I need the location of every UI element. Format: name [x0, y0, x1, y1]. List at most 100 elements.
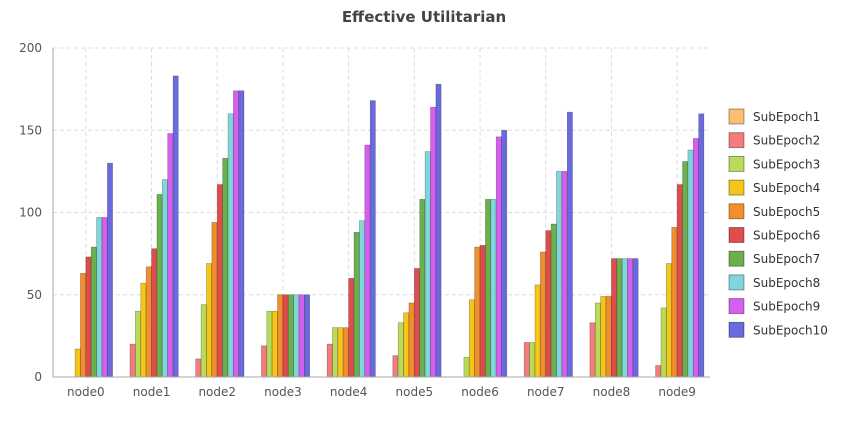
legend-swatch	[728, 298, 745, 315]
bar-subepoch7-node1	[156, 194, 163, 378]
bar-subepoch7-node0	[90, 246, 97, 378]
legend-label: SubEpoch10	[753, 323, 828, 337]
bar-subepoch3-node4	[332, 327, 338, 378]
x-tick-label: node9	[658, 385, 696, 399]
bar-subepoch5-node7	[540, 251, 546, 378]
bar-subepoch4-node4	[337, 327, 344, 378]
bar-subepoch4-node1	[140, 282, 147, 378]
legend-swatch	[728, 132, 745, 149]
bar-subepoch6-node4	[348, 277, 355, 378]
bar-subepoch8-node5	[424, 151, 431, 378]
x-tick-label: node8	[593, 385, 631, 399]
legend-swatch	[728, 179, 745, 196]
x-tick-label: node3	[264, 385, 302, 399]
y-tick-label: 150	[19, 123, 42, 137]
bar-subepoch6-node2	[216, 184, 223, 378]
legend-swatch	[728, 250, 745, 267]
bar-subepoch2-node3	[261, 345, 267, 378]
bar-subepoch5-node3	[277, 294, 284, 378]
bar-subepoch10-node8	[632, 258, 639, 378]
bar-subepoch5-node0	[80, 273, 86, 378]
bar-subepoch10-node2	[238, 90, 245, 378]
bar-subepoch5-node6	[474, 246, 481, 378]
bar-subepoch2-node5	[392, 355, 399, 378]
bar-subepoch3-node2	[200, 304, 207, 378]
bar-subepoch10-node4	[369, 100, 376, 378]
bar-subepoch4-node9	[666, 263, 672, 378]
x-tick-label: node0	[67, 385, 105, 399]
bar-subepoch9-node2	[233, 90, 239, 378]
x-tick-label: node5	[396, 385, 434, 399]
bar-subepoch10-node0	[107, 162, 113, 378]
bar-subepoch4-node5	[403, 312, 410, 378]
bar-subepoch8-node6	[490, 199, 497, 378]
bar-subepoch10-node6	[501, 129, 508, 378]
bar-subepoch9-node0	[101, 217, 108, 378]
x-tick-label: node1	[133, 385, 171, 399]
bar-subepoch4-node0	[74, 348, 81, 378]
legend-label: SubEpoch9	[753, 300, 820, 314]
bar-subepoch2-node2	[195, 358, 202, 378]
bar-subepoch4-node7	[534, 284, 541, 378]
bar-subepoch7-node2	[222, 157, 229, 378]
bar-subepoch10-node9	[698, 113, 705, 378]
bar-subepoch9-node3	[298, 294, 305, 378]
bar-subepoch8-node1	[162, 179, 168, 378]
bar-subepoch10-node5	[435, 83, 442, 378]
bar-subepoch7-node5	[419, 199, 426, 378]
bar-subepoch8-node8	[621, 258, 628, 378]
bar-subepoch3-node7	[529, 342, 536, 378]
bar-subepoch5-node8	[605, 296, 612, 378]
bar-subepoch8-node3	[293, 294, 300, 378]
y-tick-label: 50	[27, 288, 42, 302]
bar-subepoch9-node5	[430, 106, 437, 378]
x-tick-label: node4	[330, 385, 368, 399]
bar-subepoch9-node6	[495, 136, 502, 378]
legend-swatch	[728, 155, 745, 172]
bar-subepoch9-node1	[167, 133, 174, 378]
bar-subepoch2-node4	[326, 343, 333, 378]
legend-swatch	[728, 227, 745, 243]
bar-subepoch9-node4	[364, 144, 371, 378]
bar-subepoch9-node9	[693, 138, 699, 378]
legend: SubEpoch1 SubEpoch2 SubEpoch3 SubEpoch4 SubE…	[728, 108, 828, 338]
bar-subepoch10-node7	[566, 111, 573, 378]
bar-subepoch4-node8	[600, 296, 607, 378]
bar-subepoch10-node1	[172, 75, 179, 378]
bar-subepoch4-node3	[271, 310, 278, 378]
bar-subepoch8-node0	[96, 217, 103, 378]
bar-subepoch6-node7	[545, 230, 552, 378]
bar-subepoch2-node1	[129, 343, 136, 378]
bar-subepoch6-node9	[676, 184, 683, 378]
y-tick-label: 200	[19, 41, 42, 55]
legend-swatch	[728, 321, 745, 338]
bar-subepoch7-node4	[353, 231, 360, 378]
bar-subepoch7-node8	[616, 258, 623, 378]
bar-subepoch2-node7	[523, 342, 530, 378]
bar-subepoch5-node5	[408, 302, 415, 378]
bar-subepoch7-node6	[485, 199, 491, 378]
x-tick-label: node2	[198, 385, 236, 399]
bar-subepoch6-node1	[151, 248, 158, 378]
bar-subepoch6-node5	[414, 268, 420, 378]
y-tick-label: 0	[34, 370, 42, 384]
legend-swatch	[728, 274, 745, 291]
bar-subepoch3-node1	[135, 310, 141, 378]
bar-subepoch8-node9	[687, 149, 694, 378]
bar-subepoch8-node2	[227, 113, 234, 378]
legend-swatch	[728, 108, 745, 125]
bar-subepoch7-node9	[682, 161, 689, 378]
legend-label: SubEpoch1	[753, 110, 820, 124]
bar-subepoch5-node4	[342, 327, 349, 378]
legend-label: SubEpoch5	[753, 205, 820, 219]
legend-label: SubEpoch8	[753, 276, 820, 290]
bar-subepoch5-node2	[211, 222, 218, 378]
bar-subepoch7-node7	[550, 223, 557, 378]
bar-subepoch7-node3	[288, 294, 294, 378]
legend-label: SubEpoch4	[753, 181, 820, 195]
bar-subepoch4-node2	[206, 263, 212, 378]
bar-subepoch9-node7	[561, 171, 568, 378]
bar-subepoch9-node8	[627, 258, 634, 378]
